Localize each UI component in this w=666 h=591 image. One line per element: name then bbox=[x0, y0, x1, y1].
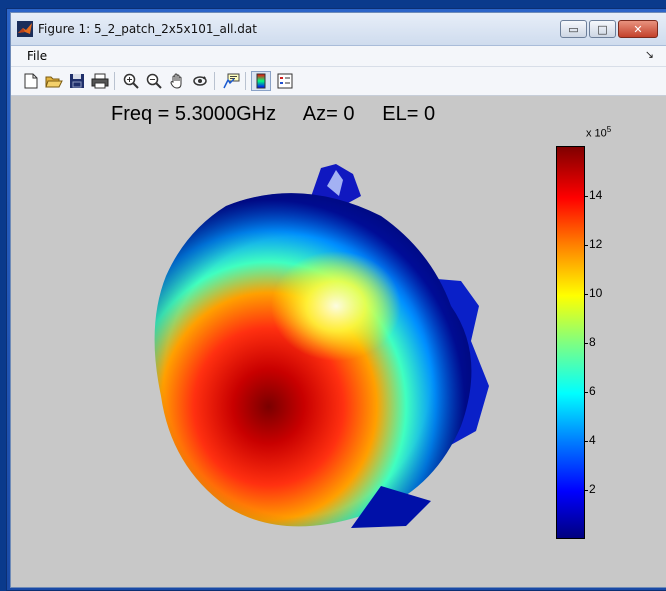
colorbar-tick bbox=[584, 490, 588, 491]
plot-title: Freq = 5.3000GHz Az= 0 EL= 0 bbox=[111, 103, 436, 125]
zoom-out-icon bbox=[146, 73, 162, 89]
maximize-icon: □ bbox=[597, 22, 608, 36]
colorbar-tick bbox=[584, 343, 588, 344]
colorbar-tick bbox=[584, 294, 588, 295]
dock-arrow-icon[interactable]: ↘ bbox=[644, 48, 654, 61]
data-cursor-icon bbox=[223, 73, 240, 89]
colorbar-icon bbox=[256, 73, 266, 89]
minimize-icon: ▭ bbox=[568, 22, 579, 36]
maximize-button[interactable]: □ bbox=[589, 20, 616, 38]
pattern-top-highlight bbox=[327, 170, 343, 196]
colorbar-tick-label: 14 bbox=[589, 188, 603, 202]
colorbar-tick-label: 10 bbox=[589, 286, 603, 300]
colorbar-multiplier: x 105 bbox=[586, 125, 611, 140]
colorbar-tick bbox=[584, 441, 588, 442]
printer-icon bbox=[91, 73, 109, 89]
figure-window: Figure 1: 5_2_patch_2x5x101_all.dat ▭ □ … bbox=[10, 12, 666, 588]
save-disk-icon bbox=[70, 74, 84, 88]
colorbar-tick bbox=[584, 245, 588, 246]
close-icon: ✕ bbox=[633, 22, 643, 36]
legend-icon bbox=[277, 73, 293, 89]
pan-button[interactable] bbox=[167, 71, 187, 91]
figure-toolbar bbox=[11, 67, 666, 96]
colorbar-tick-label: 4 bbox=[589, 433, 596, 447]
radiation-pattern-surface[interactable] bbox=[131, 156, 491, 536]
new-figure-button[interactable] bbox=[21, 71, 41, 91]
toolbar-separator bbox=[245, 72, 246, 90]
menu-file[interactable]: File bbox=[27, 49, 48, 63]
rotate-3d-button[interactable] bbox=[190, 71, 210, 91]
pattern-edge-shading bbox=[154, 193, 472, 527]
colorbar-tick-label: 2 bbox=[589, 482, 596, 496]
matlab-icon bbox=[17, 21, 33, 37]
window-title: Figure 1: 5_2_patch_2x5x101_all.dat bbox=[38, 22, 257, 36]
colorbar-tick bbox=[584, 392, 588, 393]
rotate-3d-icon bbox=[193, 76, 207, 86]
colorbar-tick-label: 8 bbox=[589, 335, 596, 349]
figure-canvas[interactable]: Freq = 5.3000GHz Az= 0 EL= 0 bbox=[11, 96, 666, 587]
colorbar-multiplier-base: x 10 bbox=[586, 127, 607, 140]
new-file-icon bbox=[24, 73, 38, 89]
close-button[interactable]: ✕ bbox=[618, 20, 658, 38]
data-cursor-button[interactable] bbox=[221, 71, 241, 91]
colorbar-multiplier-exponent: 5 bbox=[606, 125, 612, 134]
colorbar[interactable] bbox=[556, 146, 585, 539]
pattern-bottom-lobe bbox=[351, 486, 431, 528]
legend-button[interactable] bbox=[275, 71, 295, 91]
zoom-in-icon bbox=[123, 73, 139, 89]
toolbar-separator bbox=[214, 72, 215, 90]
colorbar-tick bbox=[584, 196, 588, 197]
print-button[interactable] bbox=[90, 71, 110, 91]
minimize-button[interactable]: ▭ bbox=[560, 20, 587, 38]
zoom-out-button[interactable] bbox=[144, 71, 164, 91]
toolbar-separator bbox=[114, 72, 115, 90]
colorbar-button[interactable] bbox=[251, 71, 271, 91]
pan-hand-icon bbox=[170, 73, 182, 89]
colorbar-tick-label: 6 bbox=[589, 384, 596, 398]
colorbar-tick-label: 12 bbox=[589, 237, 603, 251]
open-file-button[interactable] bbox=[44, 71, 64, 91]
menu-bar: File ↘ bbox=[11, 46, 666, 67]
zoom-in-button[interactable] bbox=[121, 71, 141, 91]
folder-open-icon bbox=[45, 76, 63, 88]
save-button[interactable] bbox=[67, 71, 87, 91]
title-bar[interactable]: Figure 1: 5_2_patch_2x5x101_all.dat ▭ □ … bbox=[11, 13, 666, 46]
